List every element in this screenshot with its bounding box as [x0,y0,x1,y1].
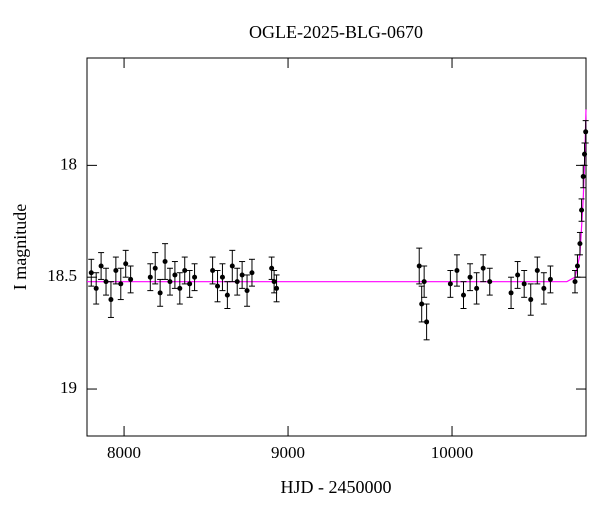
x-tick-label: 10000 [431,443,474,462]
data-point [528,297,534,303]
data-point [467,274,473,280]
x-axis-label: HJD - 2450000 [281,477,392,497]
data-point [152,265,158,271]
data-point [480,265,486,271]
data-point [582,151,588,157]
x-tick-label: 8000 [107,443,141,462]
data-point [93,285,99,291]
data-point [244,288,250,294]
data-point [580,174,586,180]
data-point [572,279,578,285]
data-point [274,285,280,291]
data-point [534,267,540,273]
y-tick-label: 18 [60,154,77,173]
data-point [249,270,255,276]
data-point [447,281,453,287]
x-tick-label: 9000 [271,443,305,462]
data-point [192,274,198,280]
data-point [172,272,178,278]
data-point [98,263,104,269]
data-point [177,285,183,291]
data-point [157,290,163,296]
y-tick-label: 19 [60,378,77,397]
data-point [574,263,580,269]
data-point [239,272,245,278]
data-point [579,207,585,213]
data-point [547,276,553,282]
data-point [219,274,225,280]
y-axis-label: I magnitude [10,204,30,290]
data-point [123,261,129,267]
data-point [108,297,114,303]
data-point [210,267,216,273]
data-point [454,267,460,273]
data-point [182,267,188,273]
data-point [421,279,427,285]
data-point [541,285,547,291]
data-point [224,292,230,298]
y-tick-label: 18.5 [47,266,77,285]
data-point [88,270,94,276]
data-point [229,263,235,269]
data-point [508,290,514,296]
data-point [128,276,134,282]
data-point [147,274,153,280]
data-point [187,281,193,287]
chart-title: OGLE-2025-BLG-0670 [249,22,423,42]
data-point [215,283,221,289]
model-curve [87,109,587,283]
data-point [577,241,583,247]
plot-frame [86,57,587,437]
data-point [234,279,240,285]
data-point [118,281,124,287]
data-point [416,263,422,269]
data-point [113,267,119,273]
data-point [271,279,277,285]
data-point [162,259,168,265]
data-point [521,281,527,287]
data-point [487,279,493,285]
data-point [583,129,589,135]
data-point [103,279,109,285]
data-point [269,265,275,271]
data-point [474,285,480,291]
data-point [461,292,467,298]
data-point [515,272,521,278]
data-point [167,279,173,285]
data-point [424,319,430,325]
data-point [419,301,425,307]
